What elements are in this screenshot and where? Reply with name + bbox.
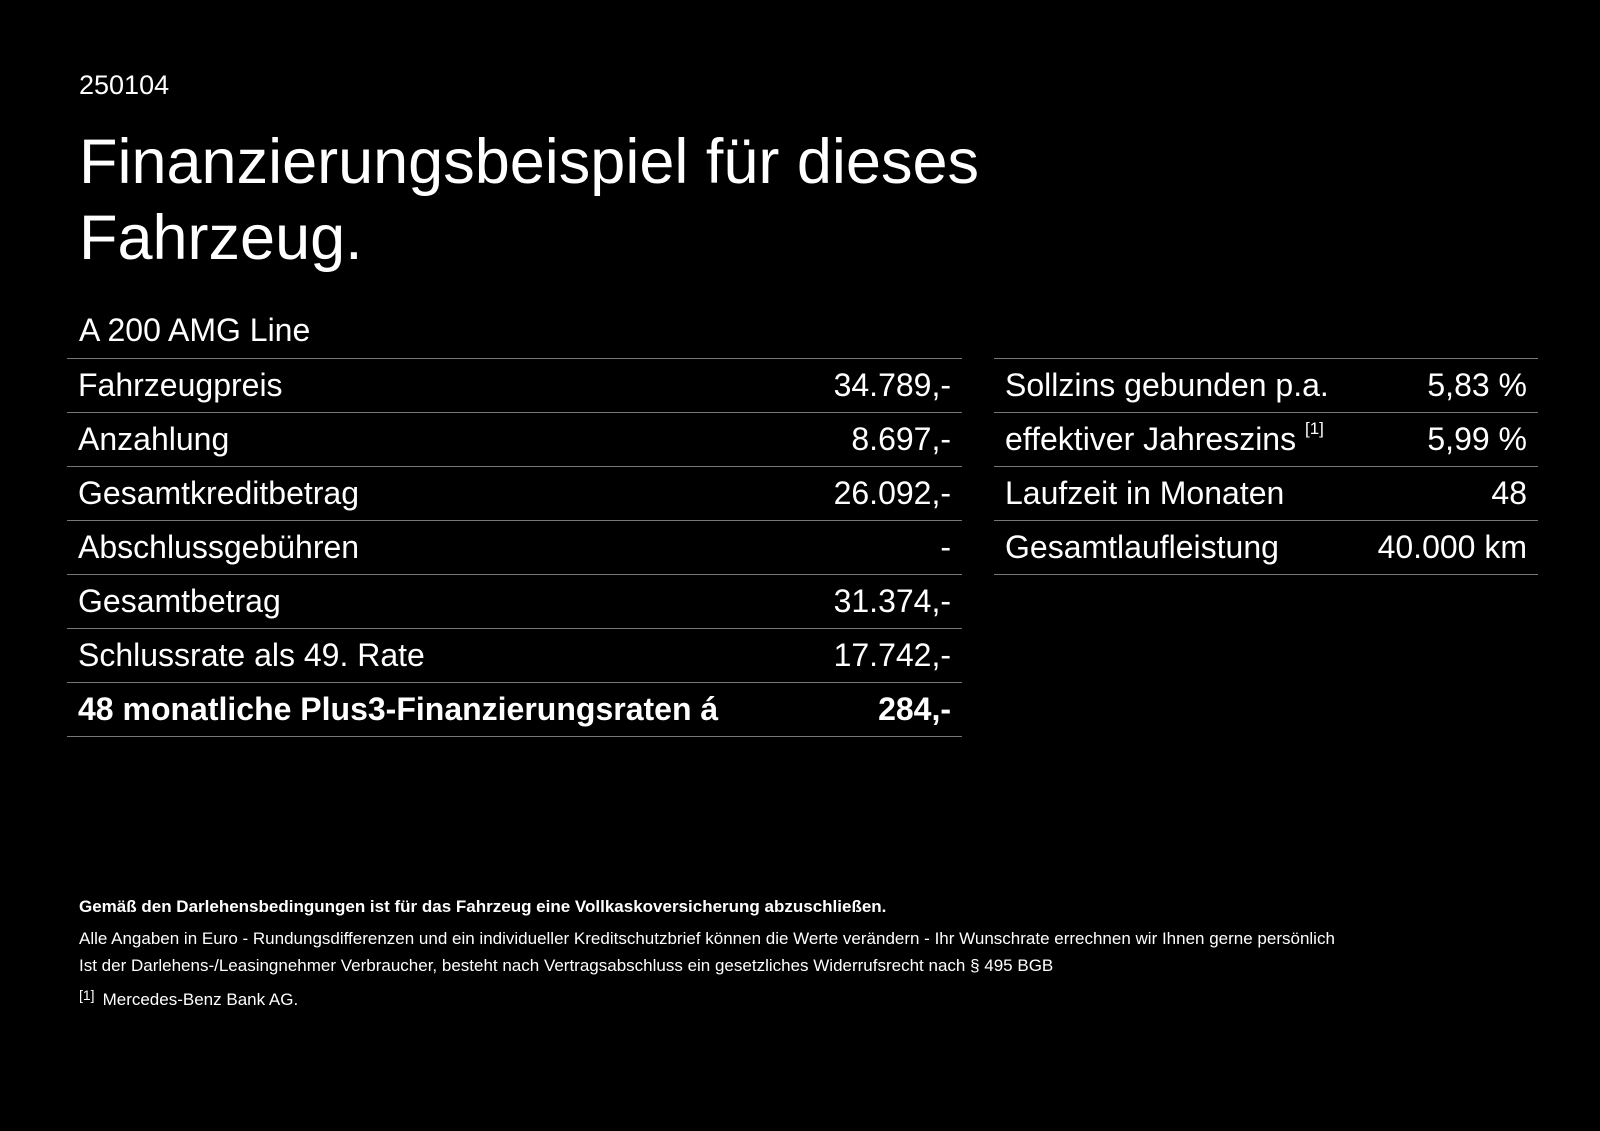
row-label: Laufzeit in Monaten xyxy=(1005,475,1285,511)
row-value: 17.742,- xyxy=(806,628,962,683)
footnote-marker: [1] xyxy=(79,986,95,1003)
row: Gesamtlaufleistung 40.000 km xyxy=(994,520,1538,575)
row-label-cell: effektiver Jahreszins [1] xyxy=(994,412,1358,467)
row-label: Abschlussgebühren xyxy=(67,520,807,575)
row-label-cell: Gesamtlaufleistung xyxy=(994,520,1358,575)
row-label-cell: Sollzins gebunden p.a. xyxy=(994,358,1358,413)
row: Anzahlung 8.697,- xyxy=(67,412,962,467)
note-marker: [1] xyxy=(1304,419,1324,438)
row-value: 5,99 % xyxy=(1357,412,1538,467)
row-label: Fahrzeugpreis xyxy=(67,358,807,413)
row-label: Gesamtlaufleistung xyxy=(1005,529,1279,565)
row: 48 monatliche Plus3-Finanzierungsraten á… xyxy=(67,682,962,737)
row-label: Anzahlung xyxy=(67,412,807,467)
row-value: 26.092,- xyxy=(806,466,962,521)
row-label: Gesamtkreditbetrag xyxy=(67,466,807,521)
row-value: 284,- xyxy=(806,682,962,737)
row: Gesamtkreditbetrag 26.092,- xyxy=(67,466,962,521)
row: effektiver Jahreszins [1] 5,99 % xyxy=(994,412,1538,467)
footer-line: Alle Angaben in Euro - Rundungsdifferenz… xyxy=(79,928,1335,948)
row-label: Schlussrate als 49. Rate xyxy=(67,628,807,683)
row-label: Sollzins gebunden p.a. xyxy=(1005,367,1329,403)
row-value: 34.789,- xyxy=(806,358,962,413)
row-value: 40.000 km xyxy=(1357,520,1538,575)
row-label: Gesamtbetrag xyxy=(67,574,807,629)
row: Laufzeit in Monaten 48 xyxy=(994,466,1538,521)
code: 250104 xyxy=(79,70,170,100)
footer: Gemäß den Darlehensbedingungen ist für d… xyxy=(79,893,1335,1013)
row-value: 48 xyxy=(1357,466,1538,521)
footnote-text: Mercedes-Benz Bank AG. xyxy=(102,989,299,1009)
footnote: [1] Mercedes-Benz Bank AG. xyxy=(79,986,1335,1014)
row: Gesamtbetrag 31.374,- xyxy=(67,574,962,629)
left-table: Fahrzeugpreis 34.789,- Anzahlung 8.697,- Ges… xyxy=(67,358,962,737)
row-value: 31.374,- xyxy=(806,574,962,629)
row-label: 48 monatliche Plus3-Finanzierungsraten á xyxy=(67,682,807,737)
row: Sollzins gebunden p.a. 5,83 % xyxy=(994,358,1538,413)
footer-line: Ist der Darlehens-/Leasingnehmer Verbrau… xyxy=(79,956,1054,975)
footer-bold: Gemäß den Darlehensbedingungen ist für d… xyxy=(79,897,887,916)
row: Abschlussgebühren - xyxy=(67,520,962,575)
right-table: Sollzins gebunden p.a. 5,83 % effektiver J… xyxy=(994,358,1538,575)
row-value: 5,83 % xyxy=(1357,358,1538,413)
title: Finanzierungsbeispiel für dieses Fahrzeu… xyxy=(79,127,979,273)
model: A 200 AMG Line xyxy=(79,312,311,348)
row-label-cell: Laufzeit in Monaten xyxy=(994,466,1358,521)
row-label: effektiver Jahreszins xyxy=(1005,421,1297,457)
row: Schlussrate als 49. Rate 17.742,- xyxy=(67,628,962,683)
row-value: 8.697,- xyxy=(806,412,962,467)
row: Fahrzeugpreis 34.789,- xyxy=(67,358,962,413)
row-value: - xyxy=(806,520,962,575)
